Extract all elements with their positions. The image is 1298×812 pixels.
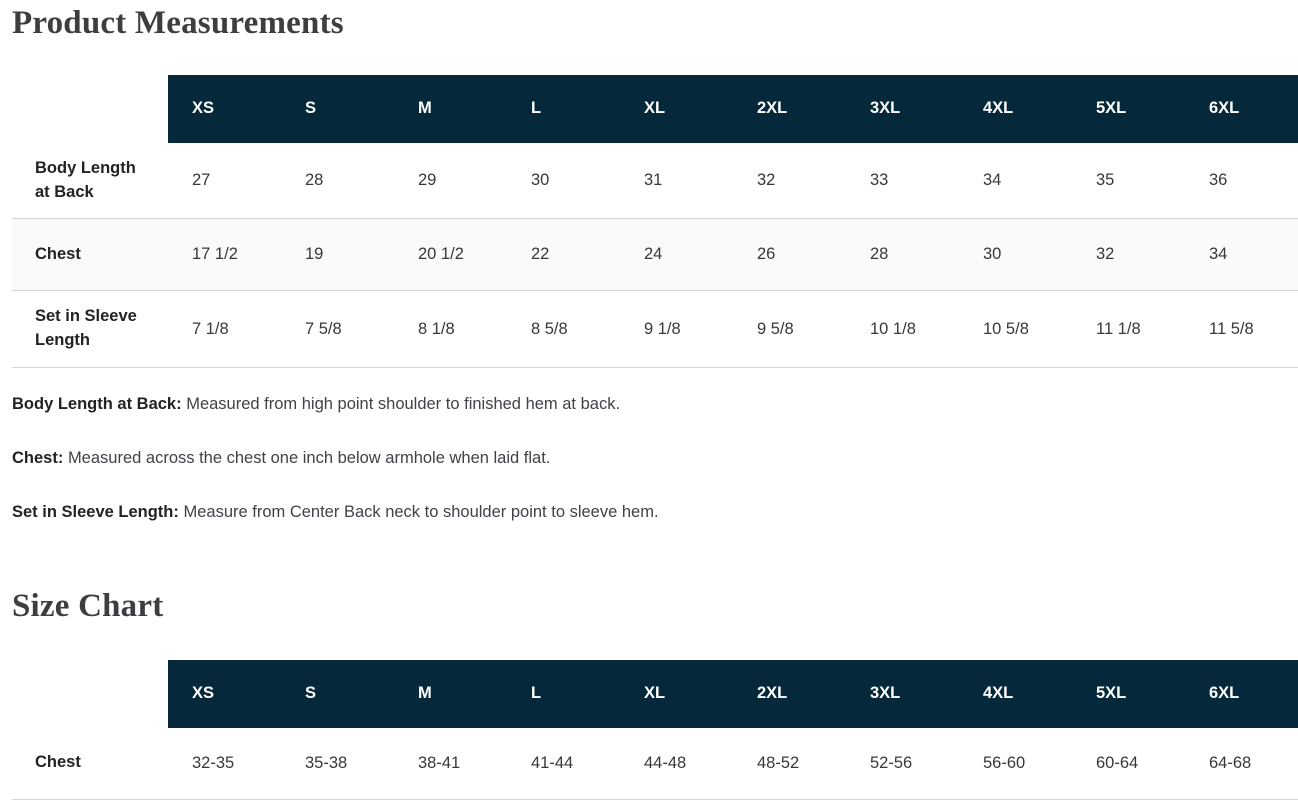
size-column-header-s: S <box>281 659 394 728</box>
size-column-header-6xl: 6XL <box>1185 659 1298 728</box>
row-label: Set in Sleeve Length <box>35 307 137 350</box>
note-definition: Measure from Center Back neck to shoulde… <box>183 503 659 522</box>
size-range-value: 41-44 <box>531 753 574 772</box>
size-range-value: 48-52 <box>757 753 800 772</box>
size-column-header-3xl: 3XL <box>846 659 959 728</box>
size-column-header-2xl: 2XL <box>733 659 846 728</box>
size-chart-table: XS S M L XL 2XL 3XL 4XL 5XL 6XL Chest 32… <box>12 659 1298 800</box>
measurement-value: 28 <box>870 245 889 264</box>
product-measurements-title: Product Measurements <box>12 5 344 41</box>
note-chest: Chest: Measured across the chest one inc… <box>12 445 1298 471</box>
size-column-header-xs: XS <box>168 74 281 143</box>
note-definition: Measured across the chest one inch below… <box>67 449 551 468</box>
measurement-value: 36 <box>1209 171 1228 190</box>
size-header-row: XS S M L XL 2XL 3XL 4XL 5XL 6XL <box>12 659 1298 728</box>
measurement-value: 11 1/8 <box>1096 319 1141 338</box>
measurement-value: 31 <box>644 171 663 190</box>
measurement-value: 26 <box>757 245 776 264</box>
measurement-value: 30 <box>983 245 1002 264</box>
size-range-value: 44-48 <box>644 753 687 772</box>
size-column-header-l: L <box>507 659 620 728</box>
measurement-value: 7 5/8 <box>305 319 342 338</box>
note-term: Body Length at Back: <box>12 395 182 414</box>
measurement-value: 9 5/8 <box>757 319 794 338</box>
measurement-value: 9 1/8 <box>644 319 681 338</box>
note-term: Set in Sleeve Length: <box>12 503 179 522</box>
size-column-header-4xl: 4XL <box>959 74 1072 143</box>
row-label: Chest <box>35 244 81 263</box>
product-measurements-table: XS S M L XL 2XL 3XL 4XL 5XL 6XL Body Len… <box>12 74 1298 369</box>
size-range-value: 35-38 <box>305 753 348 772</box>
measurement-value: 8 5/8 <box>531 319 568 338</box>
table-row-sleeve-length: Set in Sleeve Length 7 1/8 7 5/8 8 1/8 8… <box>12 291 1298 369</box>
measurement-value: 24 <box>644 245 663 264</box>
table-row-chest: Chest 17 1/2 19 20 1/2 22 24 26 28 30 32… <box>12 219 1298 292</box>
note-body-length: Body Length at Back: Measured from high … <box>12 391 1298 417</box>
measurement-value: 35 <box>1096 171 1115 190</box>
measurement-value: 34 <box>1209 245 1228 264</box>
note-term: Chest: <box>12 449 64 468</box>
measurement-value: 11 5/8 <box>1209 319 1254 338</box>
measurement-value: 17 1/2 <box>192 245 238 264</box>
measurement-value: 30 <box>531 171 550 190</box>
size-column-header-6xl: 6XL <box>1185 74 1298 143</box>
measurement-notes: Body Length at Back: Measured from high … <box>12 391 1298 525</box>
measurement-value: 7 1/8 <box>192 319 229 338</box>
size-chart-title: Size Chart <box>12 588 164 625</box>
size-column-header-3xl: 3XL <box>846 74 959 143</box>
size-column-header-5xl: 5XL <box>1072 74 1185 143</box>
size-column-header-5xl: 5XL <box>1072 659 1185 728</box>
row-label: Body Length at Back <box>35 158 136 201</box>
size-column-header-2xl: 2XL <box>733 74 846 143</box>
measurement-value: 19 <box>305 245 324 264</box>
size-range-value: 32-35 <box>192 753 235 772</box>
measurement-value: 32 <box>757 171 776 190</box>
header-corner-cell <box>12 659 168 728</box>
row-label: Chest <box>35 753 81 772</box>
size-column-header-m: M <box>394 659 507 728</box>
measurement-value: 20 1/2 <box>418 245 464 264</box>
size-column-header-xl: XL <box>620 659 733 728</box>
measurement-value: 8 1/8 <box>418 319 455 338</box>
table-row-body-length: Body Length at Back 27 28 29 30 31 32 33… <box>12 142 1298 220</box>
size-column-header-xs: XS <box>168 659 281 728</box>
size-range-value: 38-41 <box>418 753 461 772</box>
measurement-value: 32 <box>1096 245 1115 264</box>
measurement-value: 28 <box>305 171 324 190</box>
size-column-header-m: M <box>394 74 507 143</box>
size-column-header-4xl: 4XL <box>959 659 1072 728</box>
table-row-chest-range: Chest 32-35 35-38 38-41 41-44 44-48 48-5… <box>12 727 1298 800</box>
size-column-header-l: L <box>507 74 620 143</box>
measurement-value: 29 <box>418 171 437 190</box>
measurement-value: 33 <box>870 171 889 190</box>
header-corner-cell <box>12 74 168 143</box>
measurement-value: 22 <box>531 245 550 264</box>
size-range-value: 60-64 <box>1096 753 1139 772</box>
size-column-header-s: S <box>281 74 394 143</box>
measurement-value: 34 <box>983 171 1002 190</box>
size-range-value: 56-60 <box>983 753 1026 772</box>
note-sleeve-length: Set in Sleeve Length: Measure from Cente… <box>12 499 1298 525</box>
size-range-value: 52-56 <box>870 753 913 772</box>
measurement-value: 10 1/8 <box>870 319 916 338</box>
note-definition: Measured from high point shoulder to fin… <box>186 395 621 414</box>
size-range-value: 64-68 <box>1209 753 1252 772</box>
measurement-value: 27 <box>192 171 211 190</box>
size-header-row: XS S M L XL 2XL 3XL 4XL 5XL 6XL <box>12 74 1298 143</box>
size-column-header-xl: XL <box>620 74 733 143</box>
measurement-value: 10 5/8 <box>983 319 1029 338</box>
